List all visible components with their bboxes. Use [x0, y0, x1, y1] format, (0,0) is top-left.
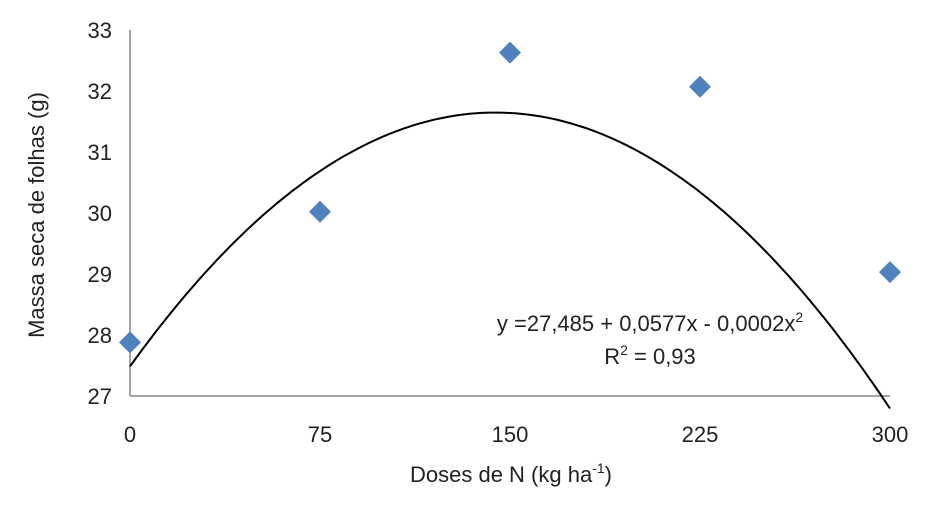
x-tick-label: 225: [682, 422, 719, 447]
y-tick-label: 27: [88, 384, 112, 409]
equation-main: y =27,485 + 0,0577x - 0,0002x: [497, 311, 795, 336]
y-tick-label: 31: [88, 140, 112, 165]
data-points: [119, 41, 901, 354]
y-tick-label: 32: [88, 79, 112, 104]
r2-label: R2 = 0,93: [604, 342, 696, 369]
x-tick-label: 0: [124, 422, 136, 447]
x-tick-label: 300: [872, 422, 909, 447]
axes: [129, 30, 890, 397]
equation-label: y =27,485 + 0,0577x - 0,0002x2: [497, 309, 803, 336]
equation-sup: 2: [795, 309, 803, 325]
y-tick-label: 33: [88, 18, 112, 43]
data-point-marker: [879, 261, 901, 284]
x-axis-title: Doses de N (kg ha-1): [410, 460, 612, 487]
r2-value: = 0,93: [628, 344, 696, 369]
x-tick-label: 150: [492, 422, 529, 447]
data-point-marker: [499, 41, 521, 64]
y-tick-label: 30: [88, 201, 112, 226]
data-point-marker: [119, 331, 141, 354]
data-point-marker: [689, 75, 711, 98]
y-tick-label: 28: [88, 323, 112, 348]
x-axis-title-main: Doses de N (kg ha: [410, 462, 593, 487]
x-tick-labels: 0 75 150 225 300: [124, 422, 908, 447]
x-tick-label: 75: [308, 422, 332, 447]
y-tick-label: 29: [88, 262, 112, 287]
data-point-marker: [309, 200, 331, 223]
trendline: [129, 111, 891, 410]
x-axis-title-end: ): [605, 462, 612, 487]
x-axis-title-sup: -1: [592, 460, 605, 476]
y-tick-labels: 27 28 29 30 31 32 33: [88, 18, 112, 409]
r2-main: R: [604, 344, 620, 369]
r2-sup: 2: [620, 342, 628, 358]
y-axis-title: Massa seca de folhas (g): [24, 92, 49, 338]
